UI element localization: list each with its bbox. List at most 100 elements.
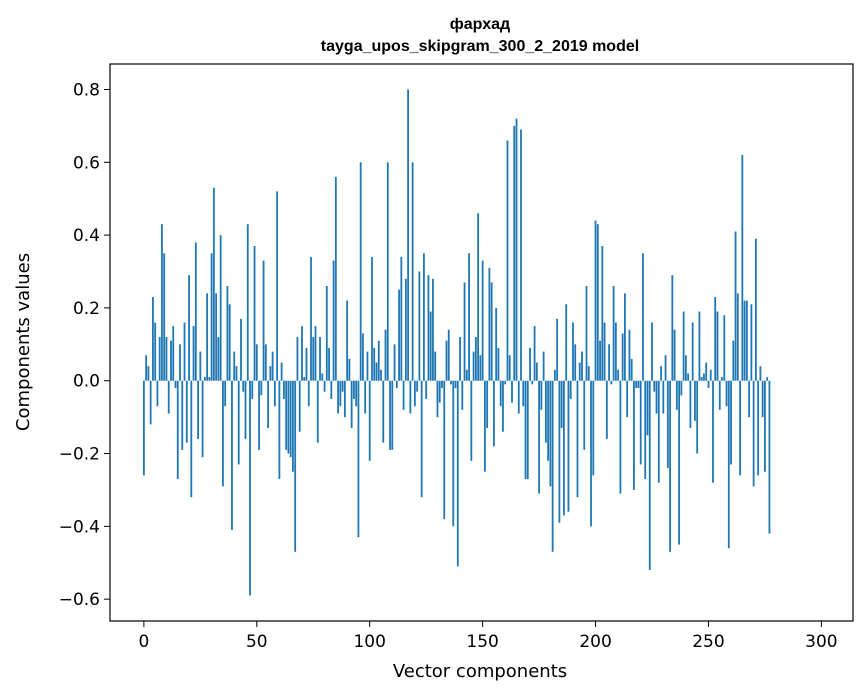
bar (269, 366, 272, 381)
bar (680, 380, 683, 396)
bar (483, 380, 486, 472)
bar (626, 380, 629, 418)
bar (673, 329, 676, 381)
bar (386, 162, 389, 381)
bar (474, 337, 477, 381)
bar (529, 347, 531, 381)
bar (371, 256, 373, 381)
bar (508, 355, 511, 381)
bar (411, 162, 414, 381)
bar (334, 176, 337, 381)
bar (583, 380, 586, 450)
bar (768, 380, 771, 534)
bar (497, 347, 500, 381)
bar (172, 326, 175, 381)
bar (533, 326, 536, 381)
bar (194, 242, 197, 381)
bar (158, 337, 161, 381)
bar (176, 380, 179, 480)
bar (709, 369, 712, 381)
bar (174, 380, 177, 389)
bar (624, 293, 626, 381)
bar (163, 253, 166, 381)
bar (429, 311, 432, 381)
bar (212, 187, 215, 381)
bar (705, 362, 708, 381)
bar (569, 380, 572, 399)
y-tick-label: −0.2 (59, 445, 100, 465)
bar (192, 326, 195, 381)
bar (644, 380, 647, 480)
bar (203, 377, 206, 381)
bar (666, 380, 669, 469)
bar (479, 355, 482, 381)
bar (718, 380, 721, 410)
bar (330, 380, 333, 399)
bar (235, 366, 238, 381)
bar (454, 380, 457, 389)
bar (642, 253, 644, 381)
bar (402, 380, 405, 410)
bar (578, 362, 581, 381)
bar (549, 380, 552, 487)
bar (355, 380, 358, 407)
bar (398, 289, 400, 381)
bar (764, 380, 766, 472)
bar (156, 380, 159, 407)
bar (628, 329, 631, 381)
bar (748, 380, 751, 418)
x-tick-label: 50 (246, 632, 268, 652)
bar (438, 380, 441, 403)
bar (294, 380, 297, 552)
bar (648, 380, 651, 571)
y-tick-label: 0.6 (73, 153, 100, 173)
bar (278, 380, 281, 480)
bar (181, 380, 184, 450)
bar (513, 125, 516, 381)
bar (592, 380, 595, 476)
bar (761, 380, 764, 418)
bar (703, 373, 705, 381)
bar (273, 380, 276, 407)
bar (493, 380, 495, 447)
bar (199, 351, 202, 381)
bar (420, 380, 423, 498)
bar (678, 380, 681, 545)
bar (472, 351, 475, 381)
bar (197, 380, 199, 439)
bar (185, 380, 188, 443)
bar (373, 347, 376, 381)
bar (700, 377, 703, 381)
bar (687, 373, 690, 381)
bar (145, 355, 148, 381)
bar (689, 380, 692, 429)
bar (316, 380, 319, 443)
bar (395, 380, 398, 389)
bar (540, 380, 543, 410)
bar (633, 380, 635, 490)
bar (515, 118, 518, 381)
bar (691, 322, 694, 381)
bar (675, 380, 678, 410)
bar (522, 380, 525, 407)
bar (208, 377, 211, 381)
bar (630, 358, 633, 381)
bar (436, 380, 439, 418)
bar (443, 380, 446, 520)
bar (727, 380, 730, 549)
plot-frame (109, 63, 854, 622)
bar (416, 380, 419, 392)
bar (617, 369, 620, 381)
bar (432, 278, 434, 381)
y-axis-ticks: −0.6 −0.4 −0.2 0.0 0.2 0.4 0.6 0.8 (59, 80, 110, 610)
bar (375, 362, 378, 381)
bar (321, 373, 324, 381)
bar (251, 380, 254, 399)
bar (750, 304, 753, 381)
bar (450, 380, 452, 385)
bar (271, 351, 274, 381)
bar (368, 380, 371, 461)
bar (393, 344, 396, 381)
bar (651, 322, 653, 381)
bar (244, 380, 247, 439)
